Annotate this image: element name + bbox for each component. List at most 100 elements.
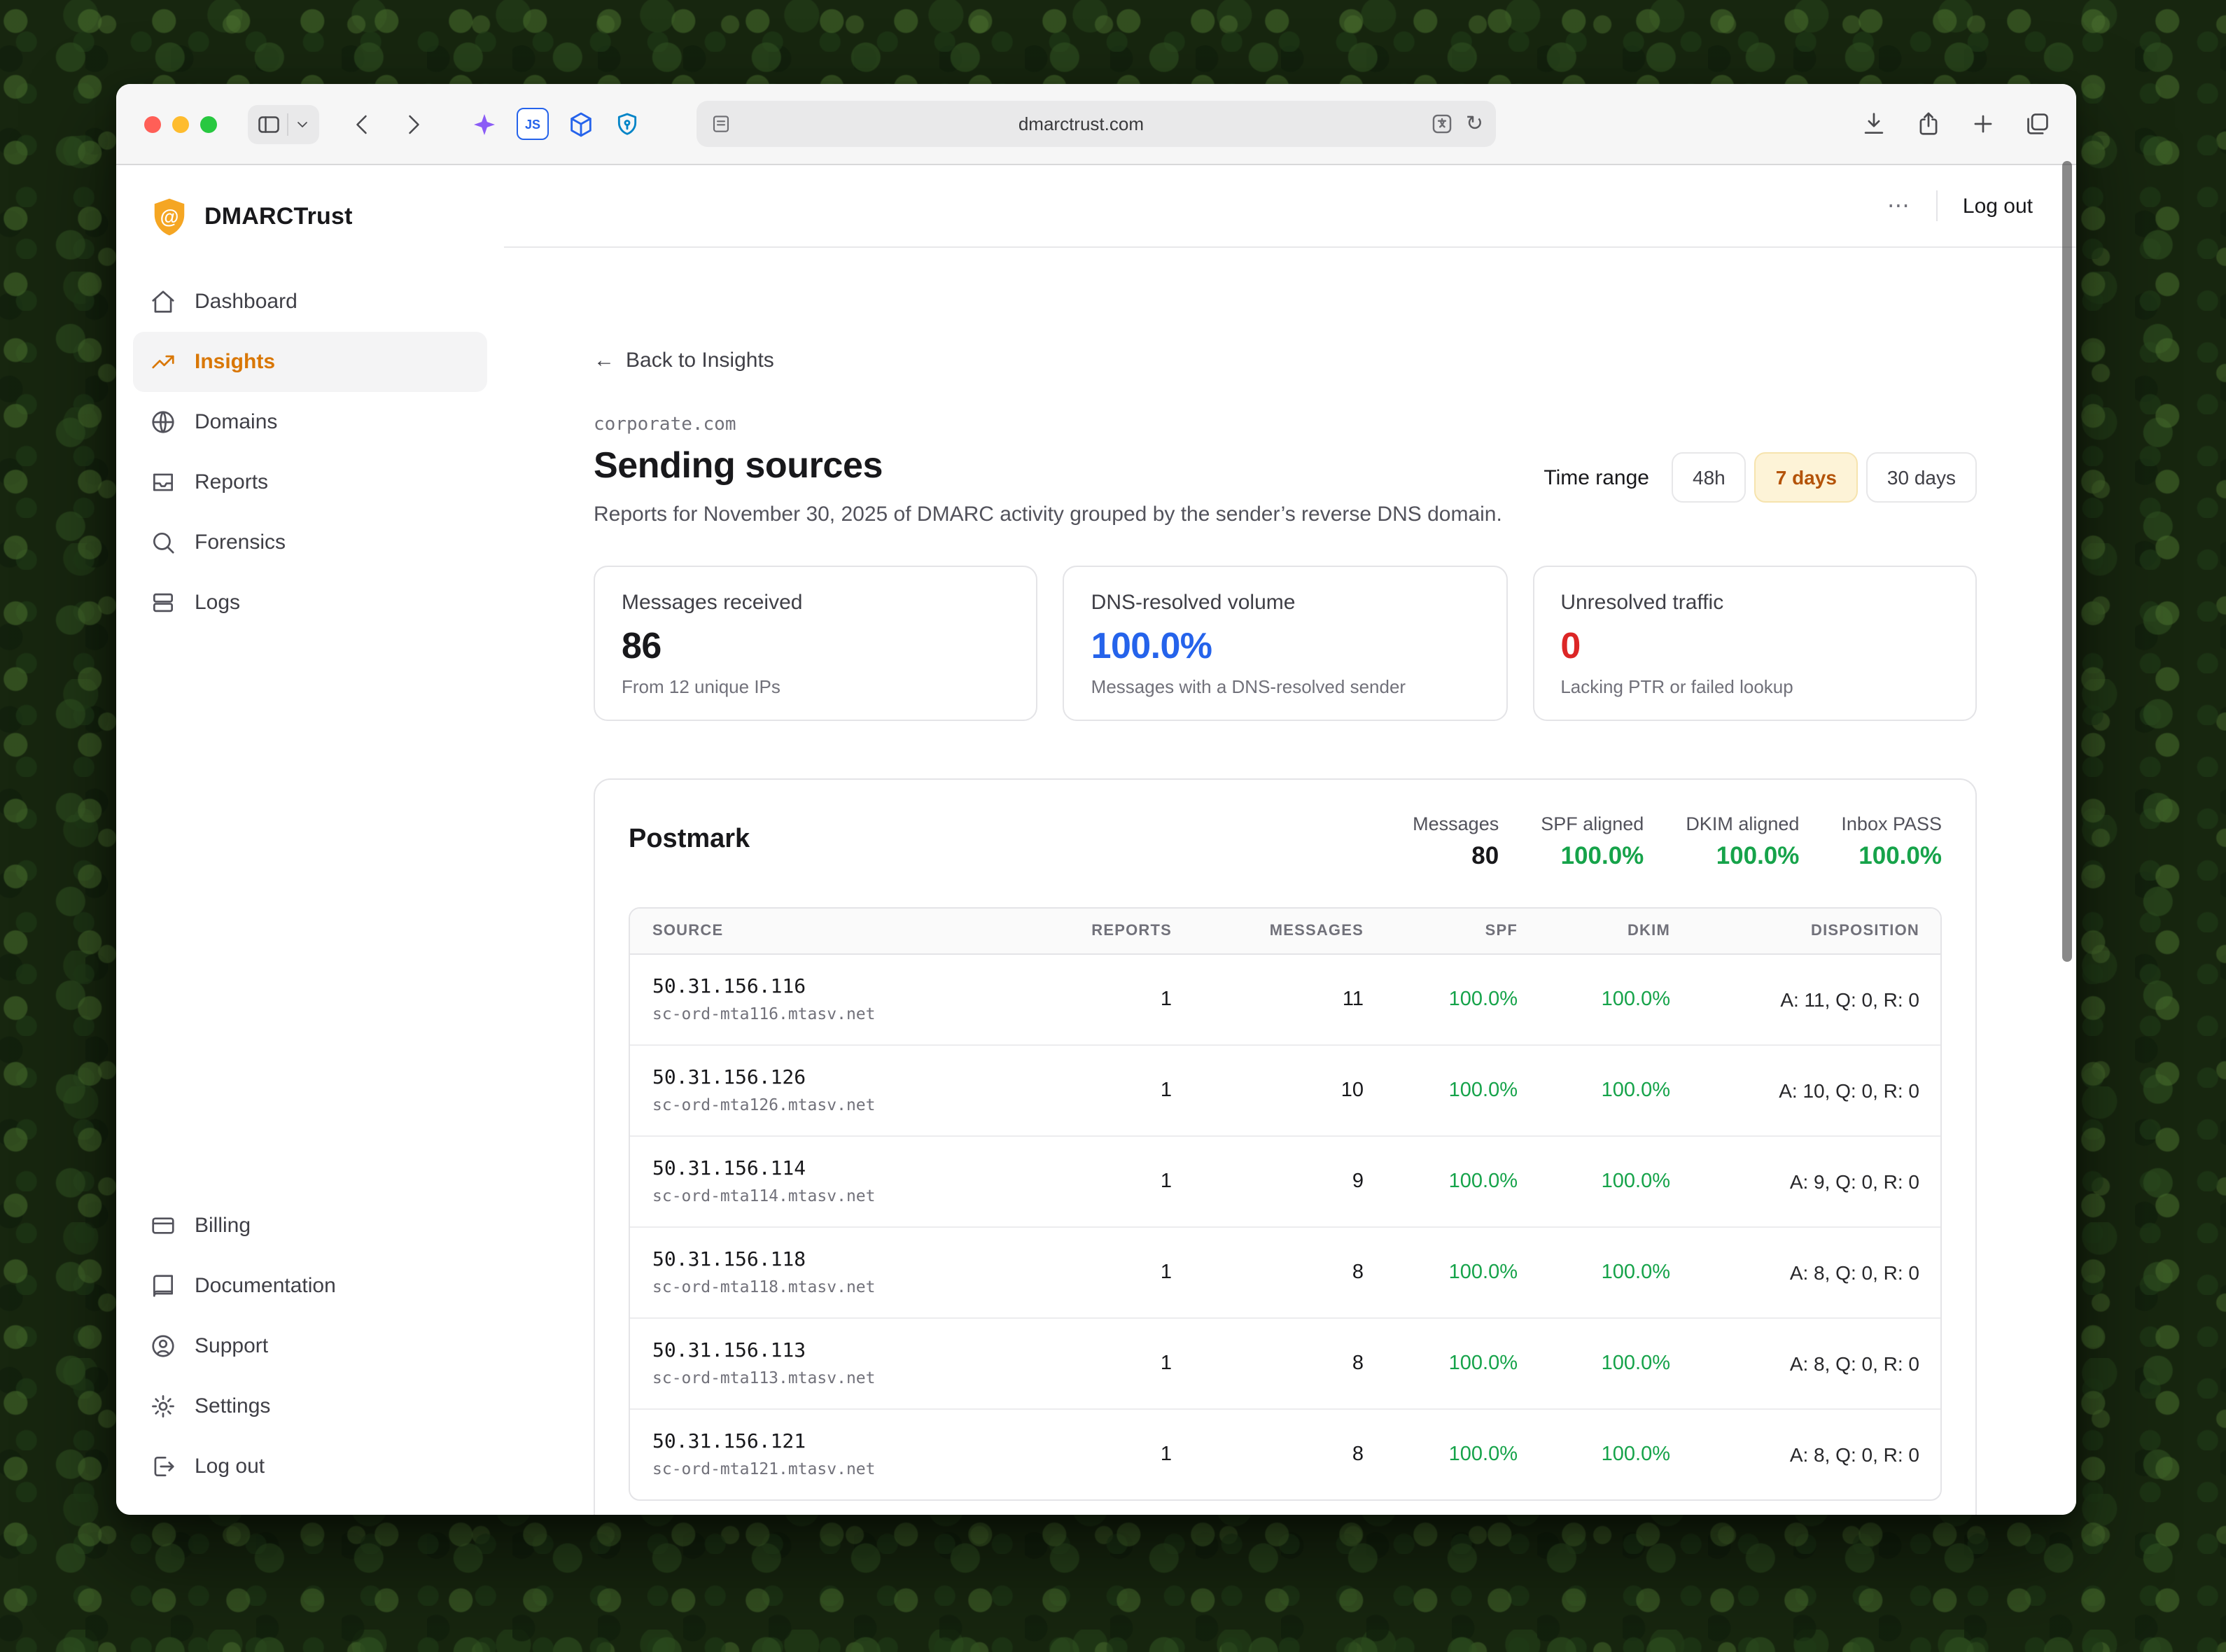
messages-cell: 9 — [1352, 1170, 1364, 1193]
sparkle-extension-icon[interactable] — [470, 110, 498, 138]
sidebar-item-label: Forensics — [195, 531, 286, 554]
url-text[interactable]: dmarctrust.com — [1018, 113, 1144, 134]
sidebar-item-domains[interactable]: Domains — [133, 392, 487, 452]
sidebar-item-billing[interactable]: Billing — [133, 1196, 487, 1256]
stat-value: 100.0% — [1091, 624, 1212, 666]
source-host: sc-ord-mta114.mtasv.net — [652, 1186, 876, 1205]
dkim-cell: 100.0% — [1601, 1352, 1670, 1375]
reports-cell: 1 — [1160, 1261, 1172, 1284]
time-range-7days-button[interactable]: 7 days — [1754, 452, 1858, 503]
source-ip: 50.31.156.116 — [652, 976, 806, 998]
url-bar[interactable]: dmarctrust.com ↻ — [696, 101, 1496, 147]
sidebar-item-label: Billing — [195, 1214, 251, 1238]
stat-sub: Messages with a DNS-resolved sender — [1091, 676, 1406, 697]
stat-label: Messages received — [622, 591, 803, 615]
js-extension-icon[interactable]: JS — [517, 108, 549, 140]
sidebar-icon — [258, 115, 279, 132]
summary-label: DKIM aligned — [1686, 813, 1800, 834]
time-range-30days-button[interactable]: 30 days — [1865, 452, 1977, 503]
summary-label: Inbox PASS — [1841, 813, 1942, 834]
messages-cell: 11 — [1342, 988, 1364, 1011]
provider-summary: Messages 80 SPF aligned 100.0% DKIM alig… — [1413, 813, 1942, 871]
table-row[interactable]: 50.31.156.116 sc-ord-mta116.mtasv.net 1 1… — [630, 955, 1940, 1046]
close-window-button[interactable] — [144, 115, 161, 132]
main-top-bar: ⋯ Log out — [504, 165, 2076, 248]
source-host: sc-ord-mta118.mtasv.net — [652, 1277, 876, 1296]
back-to-insights-link[interactable]: ← Back to Insights — [594, 349, 774, 372]
summary-value: 100.0% — [1858, 841, 1942, 869]
new-tab-icon[interactable] — [1970, 111, 1996, 137]
sidebar-item-insights[interactable]: Insights — [133, 332, 487, 392]
sidebar-item-reports[interactable]: Reports — [133, 452, 487, 512]
app-sidebar: @ DMARCTrust Dashboard Insights Domains — [116, 165, 504, 1515]
sidebar-item-logs[interactable]: Logs — [133, 573, 487, 633]
summary-value: 100.0% — [1560, 841, 1644, 869]
source-ip: 50.31.156.114 — [652, 1158, 806, 1180]
spf-cell: 100.0% — [1448, 1352, 1518, 1375]
table-header: SOURCE REPORTS MESSAGES SPF DKIM DISPOSI… — [630, 909, 1940, 955]
source-ip: 50.31.156.118 — [652, 1249, 806, 1271]
forward-icon[interactable] — [400, 111, 426, 136]
table-row[interactable]: 50.31.156.121 sc-ord-mta121.mtasv.net 1 8… — [630, 1410, 1940, 1499]
tab-overview-icon[interactable] — [2024, 111, 2051, 137]
brand[interactable]: @ DMARCTrust — [133, 185, 487, 238]
table-row[interactable]: 50.31.156.113 sc-ord-mta113.mtasv.net 1 8… — [630, 1319, 1940, 1410]
table-row[interactable]: 50.31.156.126 sc-ord-mta126.mtasv.net 1 1… — [630, 1046, 1940, 1137]
spf-cell: 100.0% — [1448, 1170, 1518, 1193]
inbox-icon — [150, 469, 176, 496]
dkim-cell: 100.0% — [1601, 1261, 1670, 1284]
source-ip: 50.31.156.126 — [652, 1067, 806, 1089]
provider-header: Postmark Messages 80 SPF aligned 100.0% — [629, 813, 1942, 871]
stat-value: 86 — [622, 624, 662, 666]
sidebar-item-documentation[interactable]: Documentation — [133, 1256, 487, 1316]
page-title: Sending sources — [594, 444, 883, 486]
time-range-48h-button[interactable]: 48h — [1672, 452, 1746, 503]
reload-icon[interactable]: ↻ — [1465, 112, 1483, 136]
summary-label: Messages — [1413, 813, 1499, 834]
logout-button[interactable]: Log out — [1962, 194, 2033, 218]
back-icon[interactable] — [350, 111, 375, 136]
sidebar-item-label: Domains — [195, 410, 278, 434]
share-icon[interactable] — [1915, 111, 1942, 137]
browser-window: JS dmarctrust.com ↻ — [116, 84, 2076, 1515]
stat-card-messages-received: Messages received 86 From 12 unique IPs — [594, 566, 1038, 721]
reports-cell: 1 — [1160, 1443, 1172, 1466]
translate-icon[interactable] — [1431, 112, 1455, 136]
toolbar-right — [1861, 84, 2051, 164]
chevron-down-icon — [298, 121, 307, 127]
cube-extension-icon[interactable] — [567, 110, 595, 138]
sidebar-item-support[interactable]: Support — [133, 1316, 487, 1376]
source-host: sc-ord-mta121.mtasv.net — [652, 1459, 876, 1478]
sidebar-toggle-control[interactable] — [248, 104, 319, 144]
downloads-icon[interactable] — [1861, 111, 1887, 137]
col-spf: SPF — [1485, 923, 1518, 939]
sidebar-item-forensics[interactable]: Forensics — [133, 512, 487, 573]
browser-chrome: JS dmarctrust.com ↻ — [116, 84, 2076, 165]
source-host: sc-ord-mta113.mtasv.net — [652, 1368, 876, 1387]
summary-value: 80 — [1471, 841, 1499, 869]
minimize-window-button[interactable] — [172, 115, 189, 132]
spf-cell: 100.0% — [1448, 1261, 1518, 1284]
sidebar-item-logout[interactable]: Log out — [133, 1436, 487, 1497]
sidebar-item-settings[interactable]: Settings — [133, 1376, 487, 1436]
stat-card-unresolved: Unresolved traffic 0 Lacking PTR or fail… — [1532, 566, 1977, 721]
source-host: sc-ord-mta126.mtasv.net — [652, 1095, 876, 1114]
table-row[interactable]: 50.31.156.118 sc-ord-mta118.mtasv.net 1 8… — [630, 1228, 1940, 1319]
disposition-cell: A: 9, Q: 0, R: 0 — [1789, 1170, 1919, 1193]
zoom-window-button[interactable] — [200, 115, 217, 132]
search-icon — [150, 529, 176, 556]
divider — [287, 113, 288, 135]
arrow-left-icon: ← — [594, 349, 615, 372]
more-menu-button[interactable]: ⋯ — [1886, 195, 1911, 218]
page-scrollbar-thumb[interactable] — [2062, 161, 2072, 962]
back-link-label: Back to Insights — [626, 349, 774, 372]
reports-cell: 1 — [1160, 1079, 1172, 1102]
table-row[interactable]: 50.31.156.114 sc-ord-mta114.mtasv.net 1 9… — [630, 1137, 1940, 1228]
shield-lock-extension-icon[interactable] — [613, 110, 641, 138]
sidebar-item-dashboard[interactable]: Dashboard — [133, 272, 487, 332]
time-range-label: Time range — [1544, 465, 1649, 489]
svg-text:@: @ — [160, 206, 179, 227]
title-row: Sending sources Reports for November 30,… — [594, 435, 1977, 526]
time-range-control: Time range 48h 7 days 30 days — [1544, 452, 1977, 503]
logout-icon — [150, 1453, 176, 1480]
